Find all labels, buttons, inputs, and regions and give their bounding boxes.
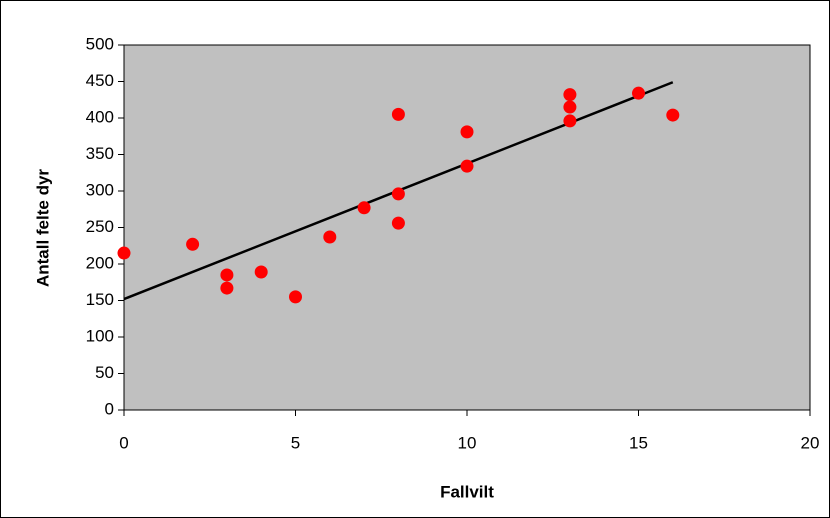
point: [289, 290, 302, 304]
y-axis-title: Antall felte dyr: [33, 169, 52, 287]
x-tick-label: 20: [801, 433, 820, 452]
point: [391, 107, 405, 121]
point: [563, 114, 577, 128]
point: [666, 108, 680, 122]
x-tick-label: 0: [119, 433, 128, 452]
y-tick-label: 150: [86, 290, 114, 309]
x-tick-label: 15: [629, 433, 648, 452]
y-tick-label: 300: [86, 180, 114, 199]
y-tick-label: 100: [86, 326, 114, 345]
plot-area: [123, 44, 811, 411]
point: [391, 187, 405, 201]
x-tick-label: 10: [458, 433, 477, 452]
y-tick-label: 50: [95, 363, 114, 382]
y-tick-label: 0: [105, 399, 114, 418]
y-tick-label: 350: [86, 144, 114, 163]
point: [220, 268, 234, 282]
y-tick-label: 250: [86, 217, 114, 236]
x-tick-label: 5: [291, 433, 300, 452]
point: [220, 281, 234, 295]
x-axis-title: Fallvilt: [440, 482, 494, 501]
y-tick-label: 200: [86, 253, 114, 272]
point: [186, 237, 200, 251]
y-tick-label: 500: [86, 34, 114, 53]
point: [632, 86, 645, 100]
point: [460, 159, 474, 173]
y-tick-label: 450: [86, 71, 114, 90]
point: [357, 201, 371, 215]
point: [117, 246, 131, 260]
point: [563, 100, 577, 114]
point: [254, 265, 268, 279]
point: [460, 125, 474, 139]
point: [391, 216, 405, 230]
point: [563, 88, 577, 102]
y-tick-label: 400: [86, 107, 114, 126]
point: [323, 230, 337, 244]
